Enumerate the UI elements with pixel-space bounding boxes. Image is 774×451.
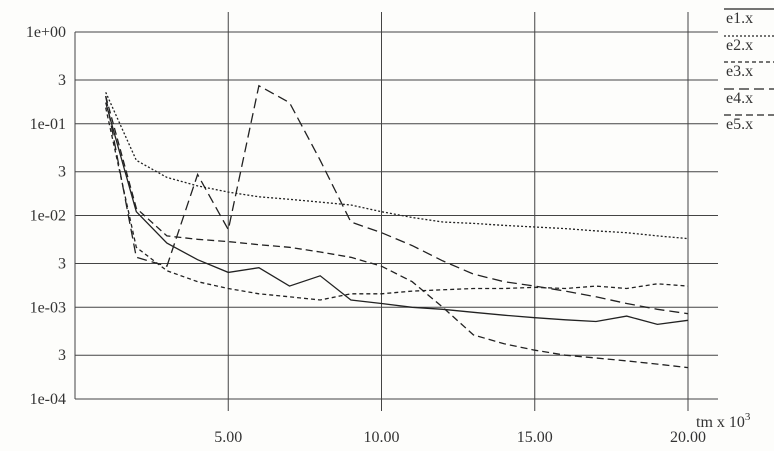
series-line-e4-x (105, 84, 689, 315)
y-tick-label: 3 (58, 255, 66, 272)
series-line-e5-x (105, 95, 689, 369)
legend-label: e3.x (726, 63, 754, 80)
legend-line-sample (724, 34, 774, 37)
x-tick-label: 20.00 (670, 429, 706, 446)
legend-line-sample (724, 61, 774, 63)
x-axis-label: tm x 103 (696, 411, 751, 431)
legend: e1.x e2.x e3.x e4.x e5.x (722, 4, 774, 137)
legend-item: e2.x (722, 31, 774, 58)
legend-item: e4.x (722, 84, 774, 111)
y-tick-label: 3 (58, 72, 66, 89)
legend-label: e5.x (726, 116, 754, 133)
legend-label: e4.x (726, 89, 754, 107)
y-tick-labels: 1e+00 3 1e-01 3 1e-02 3 1e-03 3 1e-04 (26, 24, 66, 408)
series-line-e1-x (105, 102, 689, 326)
y-tick-label: 1e-03 (30, 299, 66, 316)
series-lines (105, 84, 689, 369)
x-tick-labels: 5.00 10.00 15.00 20.00 (214, 429, 706, 446)
legend-line-sample (724, 87, 774, 90)
x-tick-label: 15.00 (517, 429, 553, 446)
y-tick-label: 3 (58, 164, 66, 181)
y-tick-label: 1e-04 (30, 391, 66, 408)
legend-item: e3.x (722, 57, 774, 84)
legend-item: e1.x (722, 4, 774, 31)
series-line-e2-x (105, 92, 689, 240)
y-tick-label: 1e-01 (30, 116, 66, 133)
series-line-e3-x (105, 107, 689, 301)
legend-line-sample (724, 114, 774, 116)
legend-label: e2.x (726, 36, 754, 54)
y-tick-label: 1e-02 (30, 208, 66, 225)
x-tick-label: 5.00 (214, 429, 242, 446)
legend-label: e1.x (726, 10, 754, 27)
y-tick-label: 1e+00 (26, 24, 66, 41)
x-tick-label: 10.00 (364, 429, 400, 446)
legend-item: e5.x (722, 110, 774, 137)
grid (74, 12, 718, 411)
y-tick-label: 3 (58, 347, 66, 364)
legend-line-sample (724, 8, 774, 10)
